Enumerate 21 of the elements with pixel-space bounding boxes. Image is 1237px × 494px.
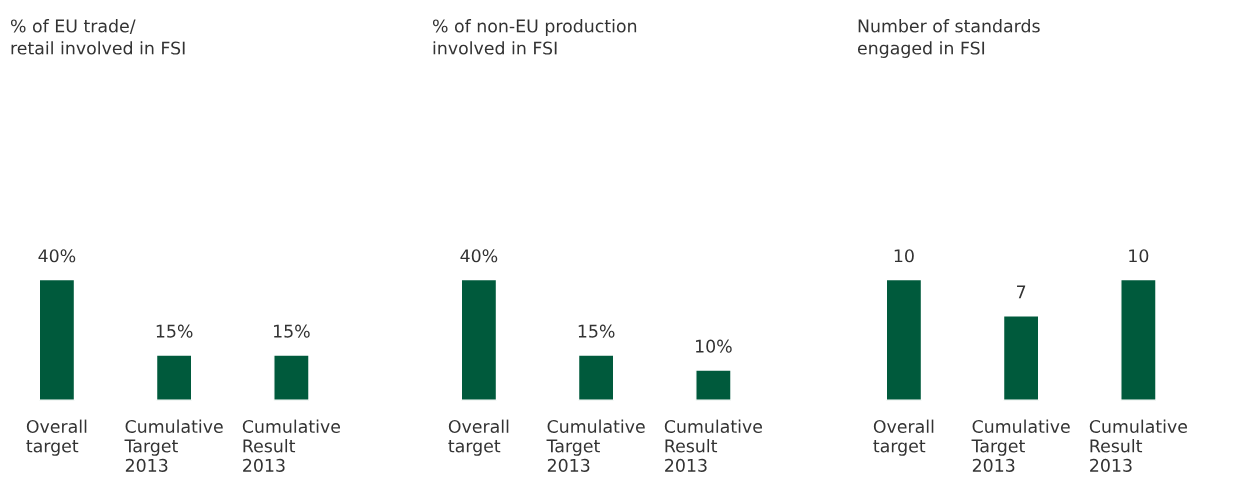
- data-label: 15%: [273, 324, 310, 338]
- x-tick-label: Overall target: [26, 419, 87, 456]
- data-label: 10: [894, 249, 914, 263]
- data-label: 7: [1017, 285, 1026, 299]
- x-tick-label: Cumulative Result 2013: [1089, 419, 1187, 472]
- data-label: 40%: [460, 249, 498, 263]
- x-tick-label: Cumulative Target 2013: [124, 419, 223, 472]
- chart-title: % of EU trade/ retail involved in FSI: [10, 19, 185, 55]
- x-tick-label: Cumulative Target 2013: [971, 419, 1070, 472]
- data-label: 15%: [578, 324, 615, 338]
- data-label: 40%: [38, 249, 76, 263]
- x-tick-label: Cumulative Result 2013: [242, 419, 340, 472]
- data-label: 10%: [695, 339, 732, 353]
- x-tick-label: Cumulative Result 2013: [664, 419, 762, 472]
- data-label: 15%: [156, 324, 193, 338]
- data-label: 10: [1129, 249, 1149, 263]
- chart-title: % of non-EU production involved in FSI: [432, 19, 637, 55]
- x-tick-label: Overall target: [448, 419, 509, 456]
- x-tick-label: Overall target: [873, 419, 934, 456]
- chart-title: Number of standards engaged in FSI: [857, 19, 1040, 58]
- x-tick-label: Cumulative Target 2013: [546, 419, 645, 472]
